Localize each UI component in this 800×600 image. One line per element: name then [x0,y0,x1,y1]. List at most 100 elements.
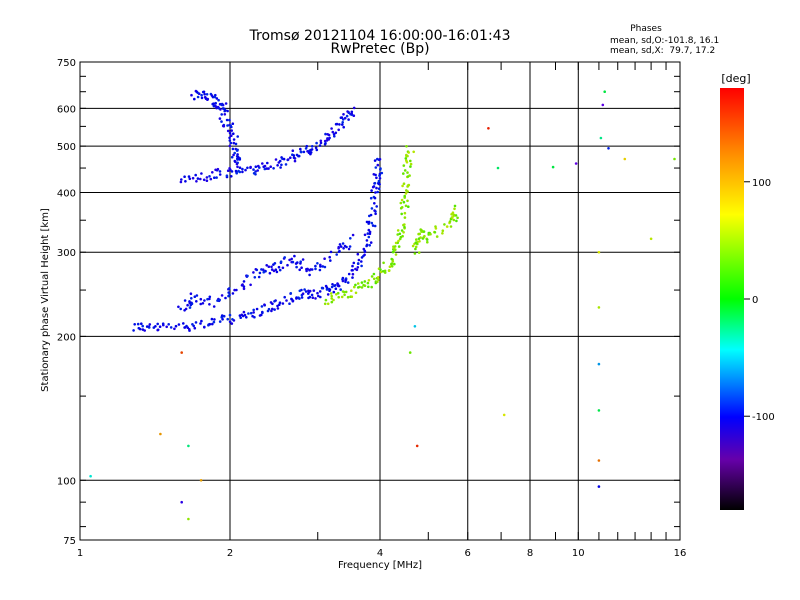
data-point [277,265,281,269]
data-point [397,239,400,243]
data-point [235,171,238,175]
data-point [194,173,197,177]
data-point [231,122,235,125]
data-point [220,102,224,106]
data-point [336,283,340,286]
data-point [403,194,407,198]
data-point [301,258,305,261]
data-point [147,326,151,329]
data-point [597,250,601,254]
data-point [409,162,413,166]
data-point [342,125,346,129]
data-point [202,178,206,182]
data-point [180,178,183,181]
data-point [191,323,194,326]
data-point [378,182,381,186]
data-point [310,145,314,148]
data-point [257,275,261,279]
data-point [391,250,395,254]
data-point [365,220,369,224]
data-point [407,151,411,154]
data-point [154,325,157,328]
data-point [409,159,412,163]
data-point [363,253,366,257]
data-point [597,362,601,366]
data-point [403,211,407,215]
data-point [360,286,364,289]
data-point [337,128,341,132]
y-tick-label: 500 [57,142,76,153]
data-point [367,235,371,239]
data-point [390,257,394,261]
data-point [208,295,212,299]
data-point [222,107,225,110]
data-point [235,162,239,166]
data-point [378,157,382,161]
data-point [351,268,354,272]
data-point [311,296,315,300]
data-point [373,159,377,162]
data-point [173,327,176,331]
data-point [405,145,408,148]
data-point [414,245,418,249]
data-point [330,285,334,289]
data-point [316,262,319,265]
data-point [227,291,230,294]
data-point [316,291,319,295]
x-tick-label: 10 [572,548,585,559]
data-point [190,302,194,306]
data-point [218,170,222,173]
data-point [263,167,267,171]
data-point [350,112,354,115]
data-point [393,262,396,266]
data-point [243,313,247,317]
data-point [346,110,349,113]
data-point [408,351,412,354]
data-point [188,328,191,331]
data-point [289,292,293,295]
data-point [232,319,236,322]
data-point [433,231,437,234]
data-point [235,149,239,152]
data-point [214,168,217,172]
data-point [451,216,454,219]
data-point [413,325,417,328]
data-point [187,175,191,178]
data-point [267,265,271,269]
data-point [229,124,232,127]
data-point [141,328,145,331]
data-point [362,283,365,287]
data-point [323,142,327,146]
data-point [188,306,192,309]
data-point [188,177,192,181]
data-point [496,166,500,170]
data-point [292,156,296,159]
data-point [254,173,257,176]
data-point [220,113,223,116]
data-point [342,113,345,116]
data-point [196,95,200,99]
data-point [288,302,291,306]
data-point [203,299,206,302]
data-point [199,479,203,482]
data-point [249,311,253,315]
data-point [140,322,143,326]
data-point [356,286,360,289]
data-point [396,229,400,232]
data-point [193,326,197,330]
data-point [231,292,235,295]
data-point [401,234,404,238]
data-point [314,264,317,268]
data-point [429,232,432,236]
data-point [379,268,382,271]
data-point [597,485,601,488]
data-point [304,290,308,293]
data-point [290,257,294,261]
data-point [355,268,359,272]
data-point [340,295,344,299]
data-point [278,301,282,305]
data-point [194,321,198,324]
data-point [218,117,222,120]
data-point [212,104,216,108]
data-point [183,309,186,312]
